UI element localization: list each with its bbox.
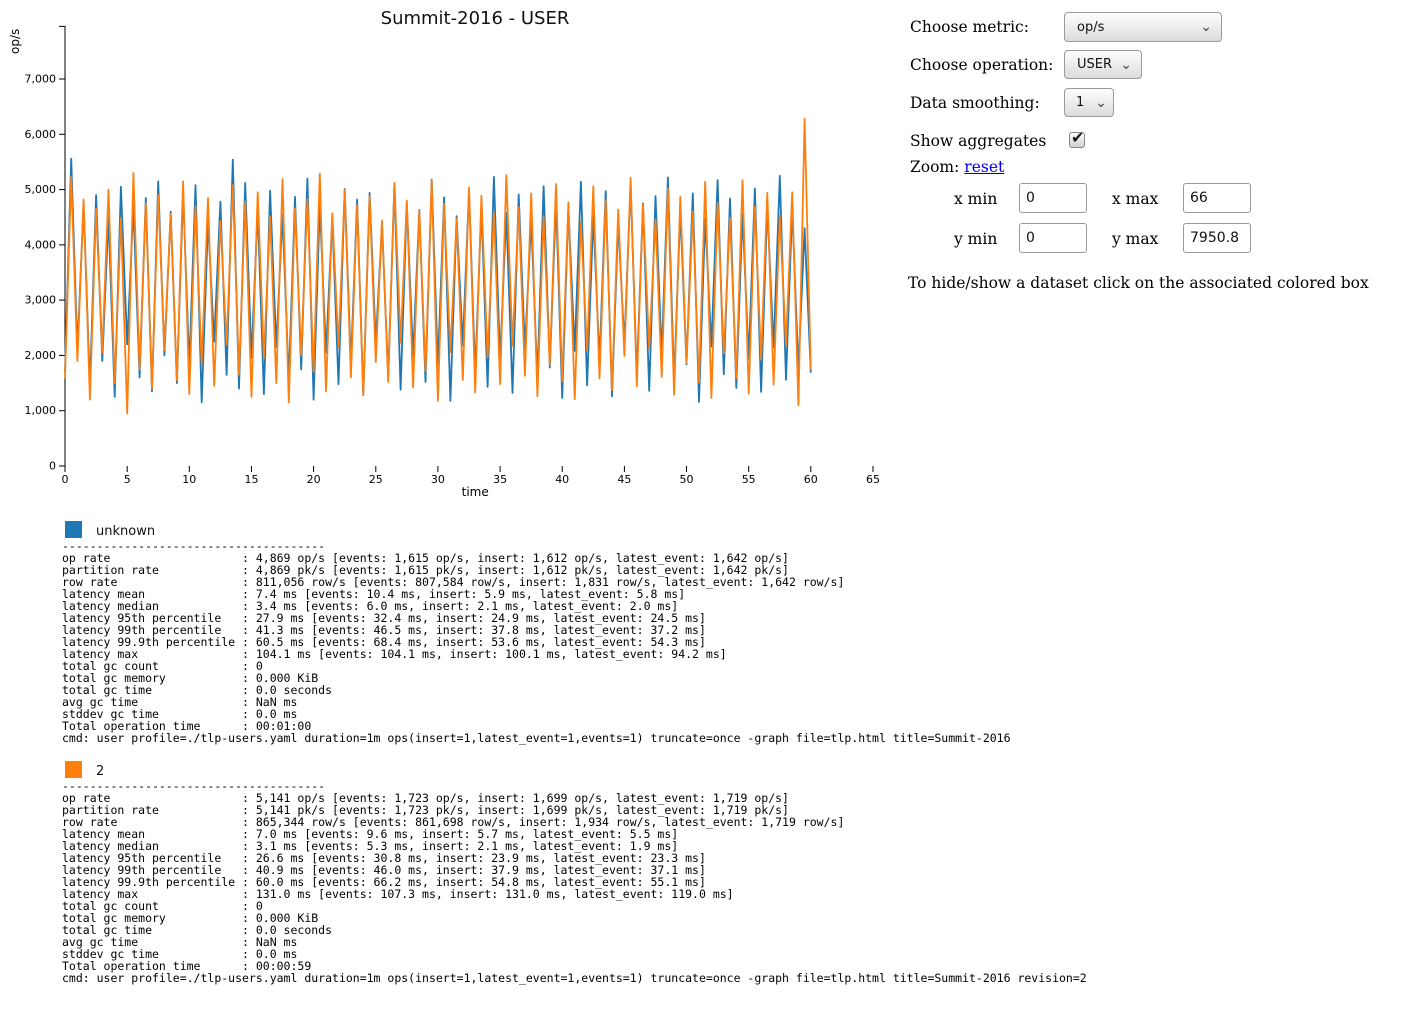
metric-select-value: op/s — [1077, 19, 1105, 35]
svg-text:3,000: 3,000 — [25, 294, 57, 307]
zoom-reset-link[interactable]: reset — [964, 158, 1005, 176]
dataset-stats: -------------------------------------- o… — [62, 539, 1011, 745]
aggregates-label: Show aggregates — [910, 132, 1047, 150]
svg-text:25: 25 — [369, 473, 383, 486]
chart-canvas[interactable]: 0 1,000 2,000 3,000 4,000 5,000 6,000 7,000 0 5 10… — [0, 0, 890, 505]
svg-text:7,000: 7,000 — [25, 73, 57, 86]
dataset-name: 2 — [96, 764, 105, 779]
svg-text:60: 60 — [804, 473, 818, 486]
svg-text:45: 45 — [617, 473, 631, 486]
svg-text:4,000: 4,000 — [25, 238, 57, 251]
chevron-down-icon: ⌄ — [1200, 19, 1212, 35]
operation-select[interactable]: USER ⌄ — [1064, 50, 1142, 79]
ymax-input[interactable] — [1183, 223, 1251, 253]
svg-text:30: 30 — [431, 473, 445, 486]
dataset-stats: -------------------------------------- o… — [62, 779, 1087, 985]
svg-text:35: 35 — [493, 473, 507, 486]
dataset-toggle-box[interactable] — [65, 521, 82, 538]
smoothing-select-value: 1 — [1076, 95, 1085, 110]
svg-text:50: 50 — [680, 473, 694, 486]
svg-text:time: time — [462, 485, 489, 499]
page-title: Summit-2016 - USER — [380, 8, 570, 29]
svg-text:0: 0 — [49, 460, 56, 473]
svg-text:1,000: 1,000 — [25, 404, 57, 417]
zoom-label: Zoom: — [910, 158, 960, 176]
dataset-toggle-box[interactable] — [65, 761, 82, 778]
xmax-input[interactable] — [1183, 183, 1251, 213]
svg-text:15: 15 — [245, 473, 259, 486]
operation-label: Choose operation: — [910, 56, 1054, 74]
ymax-label: y max — [1112, 230, 1159, 248]
svg-text:5: 5 — [124, 473, 131, 486]
chevron-down-icon: ⌄ — [1095, 94, 1107, 111]
legend-hint: To hide/show a dataset click on the asso… — [908, 274, 1369, 292]
xmin-input[interactable] — [1019, 183, 1087, 213]
svg-text:6,000: 6,000 — [25, 128, 57, 141]
smoothing-select[interactable]: 1 ⌄ — [1064, 88, 1114, 117]
ymin-input[interactable] — [1019, 223, 1087, 253]
xmin-label: x min — [954, 190, 998, 208]
smoothing-label: Data smoothing: — [910, 94, 1040, 112]
metric-select[interactable]: op/s ⌄ — [1064, 12, 1222, 42]
xmax-label: x max — [1112, 190, 1159, 208]
operation-select-value: USER — [1077, 57, 1113, 72]
zoom-row: Zoom: reset — [910, 158, 1004, 176]
check-icon: ✔ — [1071, 128, 1085, 147]
svg-text:65: 65 — [866, 473, 880, 486]
svg-text:2,000: 2,000 — [25, 349, 57, 362]
svg-text:55: 55 — [742, 473, 756, 486]
dataset-name: unknown — [96, 524, 156, 539]
svg-text:0: 0 — [62, 473, 69, 486]
chevron-down-icon: ⌄ — [1120, 56, 1132, 73]
svg-text:20: 20 — [307, 473, 321, 486]
ymin-label: y min — [954, 230, 998, 248]
svg-text:5,000: 5,000 — [25, 183, 57, 196]
svg-text:10: 10 — [182, 473, 196, 486]
show-aggregates-checkbox[interactable]: ✔ — [1069, 128, 1085, 148]
metric-label: Choose metric: — [910, 18, 1029, 36]
svg-text:40: 40 — [555, 473, 569, 486]
